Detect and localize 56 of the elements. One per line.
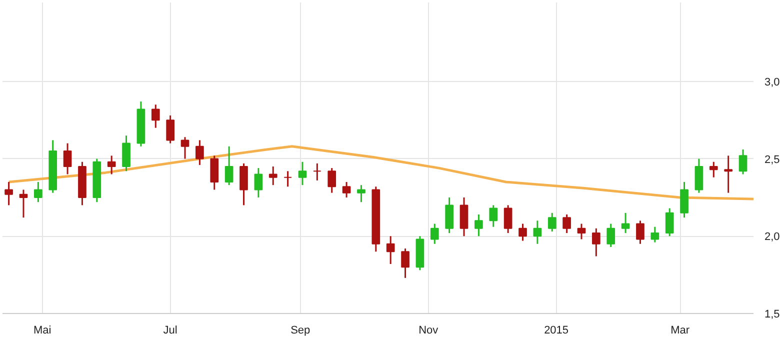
- candlestick: [357, 184, 366, 203]
- candlestick: [268, 166, 278, 186]
- candlestick: [724, 154, 732, 194]
- x-tick-label: Nov: [418, 324, 439, 336]
- candlestick: [504, 204, 512, 234]
- candlestick: [460, 196, 468, 237]
- candlestick: [180, 136, 190, 160]
- candlestick: [562, 214, 571, 234]
- candlestick: [577, 223, 586, 240]
- candlestick: [592, 228, 600, 257]
- candlestick: [151, 104, 160, 129]
- candlestick: [738, 148, 748, 175]
- candlestick: [518, 223, 527, 242]
- candlestick: [680, 181, 688, 218]
- candlestick: [709, 161, 718, 178]
- y-tick-label: 3,0: [764, 76, 780, 88]
- candlestick: [254, 167, 263, 198]
- candlestick: [63, 142, 72, 175]
- line-series: [8, 145, 754, 200]
- x-tick-label: Sep: [290, 324, 310, 336]
- candlestick: [621, 212, 630, 234]
- x-tick-label: Mai: [33, 324, 52, 336]
- candlestick: [694, 158, 704, 194]
- y-tick-label: 1,5: [764, 308, 780, 320]
- candlestick: [445, 196, 454, 234]
- candlestick: [606, 223, 616, 248]
- candlestick: [342, 181, 351, 198]
- candlestick: [650, 226, 660, 244]
- candlestick: [210, 154, 219, 190]
- candlestick: [474, 214, 483, 237]
- candlestick: [636, 220, 644, 245]
- candlestick: [196, 139, 204, 166]
- candlestick: [4, 181, 13, 206]
- candlestick: [665, 208, 674, 237]
- candlestick: [533, 220, 542, 245]
- candlestick: [19, 188, 28, 218]
- candlestick: [489, 204, 498, 228]
- x-tick-label: Jul: [163, 324, 178, 336]
- y-tick-label: 2,0: [764, 231, 780, 244]
- candlestick: [386, 235, 395, 265]
- candlestick: [401, 248, 410, 279]
- candlestick: [328, 167, 336, 194]
- candlestick: [430, 223, 439, 245]
- candlestick: [122, 134, 130, 172]
- candlestick: [548, 212, 556, 232]
- candlestick: [240, 162, 248, 206]
- candlestick: [224, 146, 234, 186]
- candlestick: [34, 181, 42, 203]
- x-tick-label: Mar: [670, 324, 690, 336]
- candlestick: [166, 114, 174, 144]
- candlestick: [312, 162, 322, 182]
- candlestick: [107, 154, 116, 175]
- candlestick: [284, 170, 292, 188]
- y-tick-label: 2,5: [764, 154, 780, 166]
- x-tick-label: 2015: [544, 324, 569, 336]
- candlestick: [298, 161, 307, 186]
